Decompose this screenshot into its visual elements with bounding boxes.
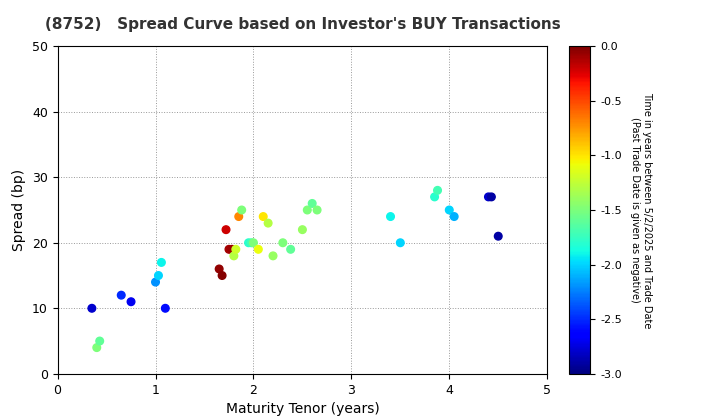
Y-axis label: Time in years between 5/2/2025 and Trade Date
(Past Trade Date is given as negat: Time in years between 5/2/2025 and Trade… — [630, 92, 652, 328]
Point — [125, 298, 137, 305]
Point — [311, 207, 323, 213]
Point — [246, 239, 257, 246]
Point — [86, 305, 98, 312]
Point — [492, 233, 504, 239]
Point — [297, 226, 308, 233]
Point — [285, 246, 297, 253]
Point — [248, 239, 259, 246]
X-axis label: Maturity Tenor (years): Maturity Tenor (years) — [225, 402, 379, 416]
Y-axis label: Spread (bp): Spread (bp) — [12, 169, 27, 251]
Point — [223, 246, 235, 253]
Point — [94, 338, 105, 344]
Point — [160, 305, 171, 312]
Point — [91, 344, 102, 351]
Point — [384, 213, 396, 220]
Point — [277, 239, 289, 246]
Point — [253, 246, 264, 253]
Point — [258, 213, 269, 220]
Point — [429, 194, 441, 200]
Point — [307, 200, 318, 207]
Point — [485, 194, 497, 200]
Point — [220, 226, 232, 233]
Point — [115, 292, 127, 299]
Point — [216, 272, 228, 279]
Point — [230, 246, 242, 253]
Point — [236, 207, 248, 213]
Point — [156, 259, 167, 266]
Point — [449, 213, 460, 220]
Point — [228, 252, 240, 259]
Point — [262, 220, 274, 226]
Point — [213, 265, 225, 272]
Point — [432, 187, 444, 194]
Point — [153, 272, 164, 279]
Point — [150, 279, 161, 286]
Point — [482, 194, 494, 200]
Point — [226, 246, 238, 253]
Point — [395, 239, 406, 246]
Text: (8752)   Spread Curve based on Investor's BUY Transactions: (8752) Spread Curve based on Investor's … — [45, 17, 560, 32]
Point — [267, 252, 279, 259]
Point — [302, 207, 313, 213]
Point — [444, 207, 455, 213]
Point — [243, 239, 254, 246]
Point — [233, 213, 245, 220]
